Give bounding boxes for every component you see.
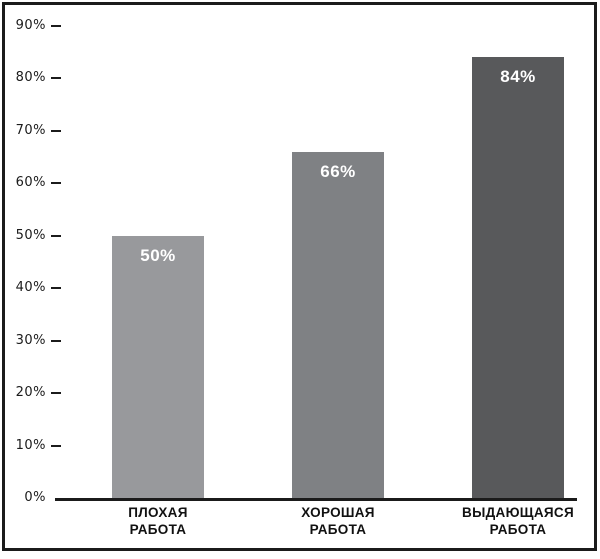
y-axis-tick-label: 30% [15, 332, 46, 348]
y-axis-tick-mark [51, 287, 61, 290]
y-axis-tick-label: 0% [24, 490, 46, 505]
y-axis-tick-mark [51, 392, 61, 395]
x-axis-category-label-line: РАБОТА [489, 522, 547, 537]
bar: 66% [292, 152, 384, 498]
bar-value-label: 84% [500, 67, 536, 86]
x-axis-category-label: ХОРОШАЯ РАБОТА [253, 504, 423, 538]
x-axis-line [55, 498, 577, 501]
y-axis-tick-label: 60% [15, 175, 46, 191]
y-axis-tick-label: 10% [15, 437, 46, 453]
x-axis-category-label: ВЫДАЮЩАЯСЯ РАБОТА [433, 504, 600, 538]
y-axis-tick-mark [51, 339, 61, 342]
y-axis-tick-label: 50% [15, 227, 46, 243]
x-axis-category-label-line: ВЫДАЮЩАЯСЯ [462, 505, 574, 520]
y-axis-tick-mark [51, 182, 61, 185]
bar: 50% [112, 236, 204, 498]
x-axis-category-label-line: РАБОТА [129, 522, 187, 537]
y-axis-tick-label: 40% [15, 280, 46, 296]
x-axis-category-label: ПЛОХАЯ РАБОТА [73, 504, 243, 538]
x-axis-category-label-line: ХОРОШАЯ [301, 505, 375, 520]
bar-value-label: 50% [140, 246, 176, 265]
y-axis-tick-mark [51, 25, 61, 27]
y-axis-tick-mark [51, 77, 61, 80]
y-axis-tick-mark [51, 234, 61, 237]
y-axis-tick-label: 70% [15, 122, 46, 138]
bar: 84% [472, 57, 564, 498]
y-axis-tick-mark [51, 444, 61, 447]
x-axis-category-label-line: РАБОТА [309, 522, 367, 537]
y-axis-tick-label: 80% [15, 70, 46, 86]
y-axis-tick-mark [51, 129, 61, 132]
bar-value-label: 66% [320, 162, 356, 181]
y-axis-tick-label: 20% [15, 385, 46, 401]
y-axis-tick-label: 90% [15, 18, 46, 33]
x-axis-category-label-line: ПЛОХАЯ [128, 505, 188, 520]
